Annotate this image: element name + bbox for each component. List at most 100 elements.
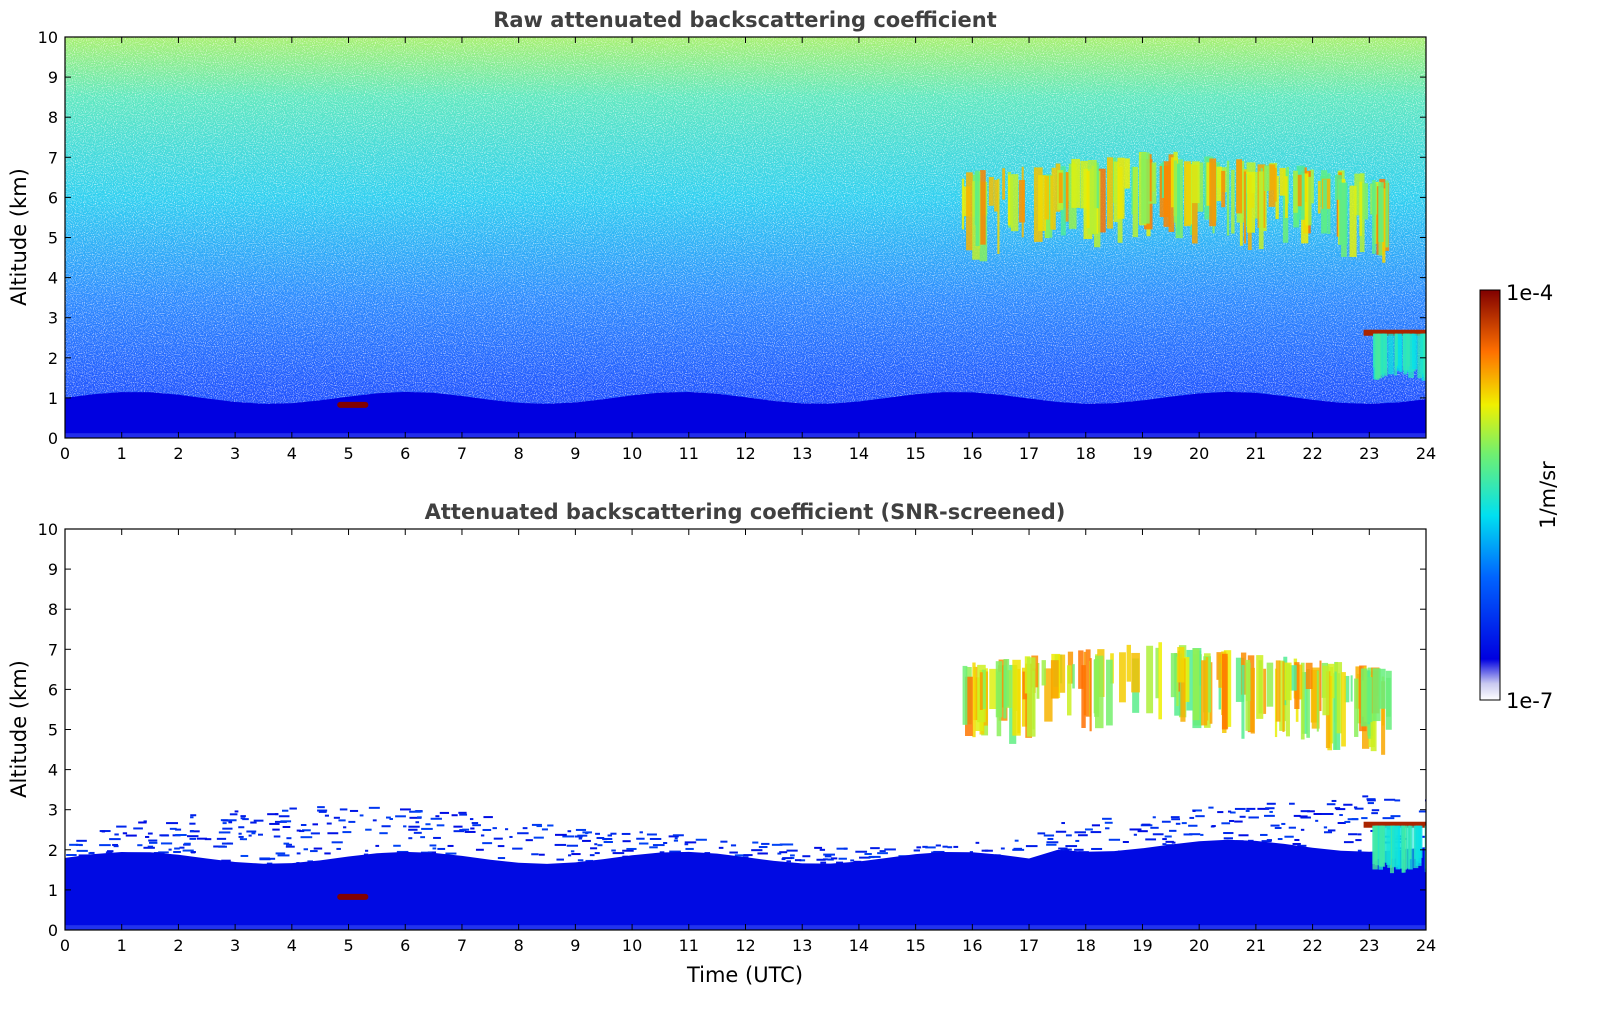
noise-streak: [69, 843, 79, 846]
noise-streak: [453, 825, 463, 828]
noise-streak: [133, 827, 143, 830]
noise-streak: [168, 848, 172, 851]
cirrus-streak: [1180, 658, 1186, 722]
noise-streak: [190, 829, 194, 832]
noise-streak: [779, 851, 788, 854]
noise-streak: [310, 832, 320, 835]
screened-panel-axes: 0 1 2 3 4 5 6 7 8 9 10 11 12 13 14 15 16 17 18 19 20 21 22 23 24…: [38, 520, 1437, 955]
noise-streak: [777, 852, 782, 855]
noise-streak: [1315, 819, 1319, 822]
cirrus-streak: [1192, 165, 1198, 244]
noise-streak: [286, 837, 292, 840]
x-tick-label: 23: [1359, 936, 1379, 955]
noise-streak: [339, 808, 348, 811]
noise-streak: [1192, 809, 1202, 812]
noise-streak: [430, 817, 442, 820]
y-tick-label: 8: [48, 108, 58, 127]
x-tick-label: 23: [1359, 444, 1379, 463]
cirrus-streak: [1089, 658, 1092, 732]
noise-streak: [1217, 811, 1224, 814]
noise-streak: [1188, 824, 1198, 827]
noise-streak: [602, 837, 613, 840]
noise-streak: [1331, 799, 1337, 802]
cloud-fall-streak: [1406, 825, 1411, 869]
noise-streak: [1175, 822, 1181, 825]
cirrus-streak: [1141, 152, 1150, 224]
noise-streak: [114, 833, 119, 836]
noise-streak: [1418, 810, 1426, 813]
noise-streak: [1165, 840, 1174, 843]
x-tick-label: 1: [117, 444, 127, 463]
x-tick-label: 14: [849, 936, 869, 955]
noise-streak: [267, 813, 279, 816]
noise-streak: [1013, 847, 1023, 850]
cloud-fall-streak: [1384, 825, 1388, 863]
noise-streak: [570, 850, 575, 853]
cirrus-streak: [1334, 175, 1342, 200]
noise-streak: [1208, 806, 1214, 809]
noise-streak: [1230, 811, 1236, 814]
noise-streak: [1014, 839, 1019, 842]
x-tick-label: 12: [735, 936, 755, 955]
noise-streak: [1152, 816, 1156, 819]
cirrus-streak: [1117, 157, 1125, 219]
noise-streak: [338, 819, 346, 822]
noise-streak: [1300, 828, 1305, 831]
noise-streak: [1084, 828, 1093, 831]
noise-streak: [1348, 833, 1358, 836]
noise-streak: [626, 847, 637, 850]
noise-streak: [1266, 802, 1276, 805]
x-tick-label: 15: [905, 936, 925, 955]
raw-panel-title: Raw attenuated backscattering coefficien…: [493, 8, 997, 32]
noise-streak: [843, 847, 847, 850]
y-tick-label: 3: [48, 309, 58, 328]
noise-streak: [222, 819, 233, 822]
noise-streak: [147, 832, 153, 835]
cirrus-streak: [1236, 159, 1243, 214]
noise-streak: [790, 857, 795, 860]
noise-streak: [429, 844, 437, 847]
noise-streak: [1152, 833, 1164, 836]
noise-streak: [240, 815, 246, 818]
noise-streak: [301, 829, 311, 832]
noise-streak: [720, 840, 728, 843]
noise-streak: [222, 827, 233, 830]
screened-panel-xlabel: Time (UTC): [686, 963, 803, 987]
noise-streak: [1047, 837, 1054, 840]
x-tick-label: 6: [400, 444, 410, 463]
x-tick-label: 6: [400, 936, 410, 955]
noise-streak: [414, 810, 423, 813]
noise-streak: [1223, 832, 1234, 835]
y-tick-label: 4: [48, 269, 58, 288]
noise-streak: [143, 820, 147, 823]
noise-streak: [299, 830, 305, 833]
cirrus-streak: [1296, 174, 1302, 207]
noise-streak: [607, 834, 613, 837]
x-tick-label: 8: [514, 936, 524, 955]
cloud-fall-streak: [1372, 333, 1376, 368]
noise-streak: [99, 830, 111, 833]
noise-streak: [229, 813, 238, 816]
noise-streak: [1169, 829, 1177, 832]
noise-streak: [1064, 849, 1070, 852]
noise-streak: [649, 837, 662, 840]
y-tick-label: 7: [48, 640, 58, 659]
raw-panel-cirrus-cloud: [961, 151, 1390, 263]
cirrus-streak: [1106, 157, 1113, 229]
noise-streak: [310, 850, 318, 853]
cirrus-streak: [1306, 668, 1310, 738]
noise-streak: [1327, 829, 1336, 832]
x-tick-label: 11: [679, 936, 699, 955]
noise-streak: [283, 842, 290, 845]
cirrus-streak: [996, 671, 1002, 737]
cirrus-streak: [997, 178, 1000, 254]
cirrus-streak: [1264, 165, 1270, 192]
noise-streak: [1323, 831, 1333, 834]
cirrus-streak: [1285, 663, 1290, 737]
cirrus-streak: [1301, 672, 1308, 734]
x-tick-label: 3: [230, 444, 240, 463]
cirrus-streak: [1319, 660, 1322, 712]
cirrus-streak: [1209, 662, 1213, 724]
cloud-fall-streak: [1395, 825, 1401, 870]
cirrus-streak: [1085, 649, 1091, 717]
